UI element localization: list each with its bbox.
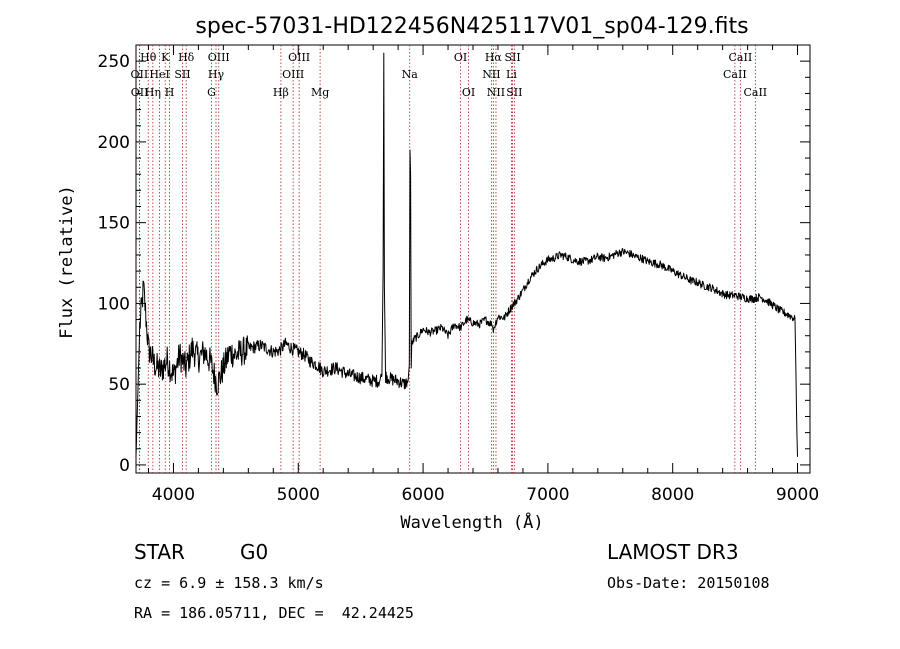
spectral-line-markers: [138, 45, 756, 473]
y-tick-label: 100: [98, 294, 130, 314]
subclass: G0: [240, 540, 269, 564]
x-tick-label: 5000: [277, 485, 320, 505]
spectral-line-label: OI: [454, 51, 467, 64]
object-class: STAR: [134, 540, 185, 564]
spectral-line-label: G: [207, 86, 216, 99]
y-tick-label: 150: [98, 214, 130, 234]
spectral-line-label: K: [161, 51, 170, 64]
spectral-line-label: OII: [131, 68, 149, 81]
spectral-line-label: NII: [487, 86, 505, 99]
spectral-line-label: Hθ: [140, 51, 157, 64]
x-tick-label: 4000: [152, 485, 195, 505]
observation-date: Obs-Date: 20150108: [607, 574, 770, 592]
spectral-line-label: OIII: [288, 51, 310, 64]
x-tick-label: 6000: [401, 485, 444, 505]
chart-title: spec-57031-HD122456N425117V01_sp04-129.f…: [195, 14, 748, 39]
survey-name: LAMOST DR3: [607, 540, 739, 564]
spectral-line-label: Hη: [145, 86, 161, 99]
spectral-line-label: SII: [504, 51, 520, 64]
redshift-value: cz = 6.9 ± 158.3 km/s: [134, 574, 324, 592]
spectral-line-label: Hδ: [178, 51, 195, 64]
spectral-line-label: CaII: [729, 51, 753, 64]
spectrum-series: [135, 52, 798, 457]
coordinates: RA = 186.05711, DEC = 42.24425: [134, 604, 414, 622]
spectrum-line: [135, 52, 798, 457]
spectral-line-label: SII: [506, 86, 522, 99]
spectral-line-label: Hγ: [208, 68, 225, 81]
x-tick-label: 9000: [776, 485, 819, 505]
plot-frame: [135, 44, 811, 474]
spectral-line-label: Li: [506, 68, 517, 81]
spectral-line-label: OI: [462, 86, 475, 99]
y-tick-label: 50: [108, 375, 130, 395]
spectral-line-label: NII: [482, 68, 500, 81]
spectral-line-label: HeI: [149, 68, 169, 81]
x-axis-label: Wavelength (Å): [400, 511, 543, 533]
y-tick-label: 250: [98, 52, 130, 72]
spectral-line-label: SII: [174, 68, 190, 81]
x-tick-label: 8000: [651, 485, 694, 505]
spectral-line-label: H: [165, 86, 175, 99]
plot-border: [135, 44, 811, 474]
spectral-line-label: Na: [402, 68, 419, 81]
spectral-line-label: CaII: [723, 68, 747, 81]
y-axis-label: Flux (relative): [57, 185, 77, 339]
spectral-line-label: CaII: [743, 86, 767, 99]
spectral-line-label: OIII: [208, 51, 230, 64]
x-tick-label: 7000: [526, 485, 569, 505]
y-tick-label: 200: [98, 133, 130, 153]
axis-ticks: 4000 5000 6000 7000 8000 9000 0 50 100 150 200 250: [98, 45, 819, 505]
spectral-line-label: Hα: [485, 51, 503, 64]
spectral-line-label: OIII: [282, 68, 304, 81]
spectral-line-label: OII: [131, 86, 149, 99]
spectral-line-label: Mg: [311, 86, 329, 99]
spectral-line-label: Hβ: [273, 86, 289, 99]
y-tick-label: 0: [119, 456, 130, 476]
